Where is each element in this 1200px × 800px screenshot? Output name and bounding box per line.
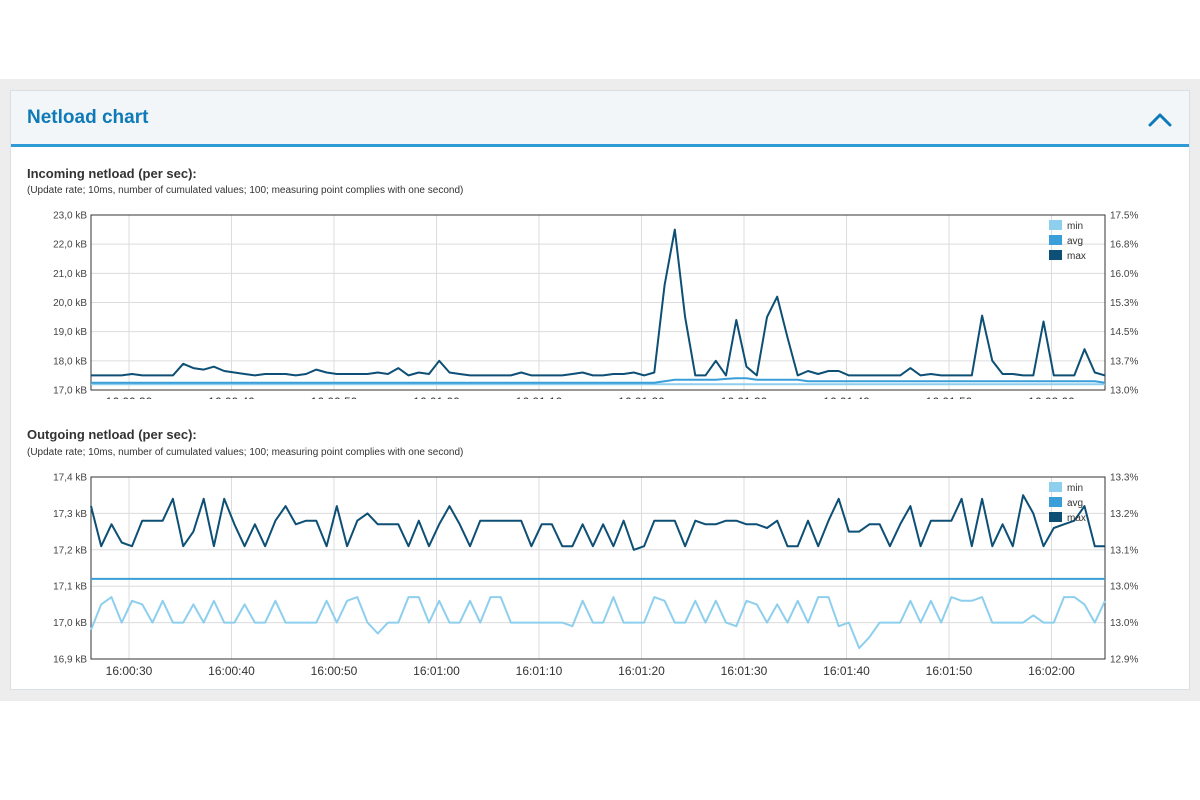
outgoing-series-max	[90, 494, 1105, 551]
incoming-x-tick: 16:02:00	[1028, 395, 1075, 399]
outgoing-y2-tick: 13.0%	[1110, 618, 1138, 629]
outgoing-y-tick: 17,0 kB	[53, 618, 87, 629]
outgoing-legend-swatch-min	[1049, 482, 1062, 492]
incoming-x-tick: 16:01:20	[618, 395, 665, 399]
outgoing-legend-label-avg: avg	[1067, 498, 1083, 509]
incoming-y-tick: 21,0 kB	[53, 269, 87, 280]
outgoing-x-tick: 16:01:00	[413, 664, 460, 678]
outgoing-x-tick: 16:00:50	[311, 664, 358, 678]
outgoing-y-tick: 17,1 kB	[53, 582, 87, 593]
outgoing-legend-swatch-avg	[1049, 497, 1062, 507]
incoming-legend-swatch-avg	[1049, 235, 1062, 245]
outgoing-y2-tick: 13.2%	[1110, 509, 1138, 520]
incoming-legend-label-avg: avg	[1067, 236, 1083, 247]
incoming-legend-swatch-max	[1049, 250, 1062, 260]
outgoing-x-tick: 16:02:00	[1028, 664, 1075, 678]
outgoing-x-tick: 16:01:40	[823, 664, 870, 678]
outgoing-x-tick: 16:01:10	[516, 664, 563, 678]
outgoing-frame	[90, 476, 1106, 660]
panel-header: Netload chart	[11, 91, 1189, 147]
outgoing-y2-tick: 12.9%	[1110, 655, 1138, 666]
incoming-chart: 17,0 kB 13.0% 18,0 kB 13.7% 19,0 kB 14.5% 20,0…	[53, 211, 1138, 400]
collapse-button[interactable]	[1145, 107, 1175, 133]
incoming-x-tick: 16:00:30	[106, 395, 153, 399]
outgoing-y2-tick: 13.1%	[1110, 545, 1138, 556]
incoming-x-tick: 16:01:10	[516, 395, 563, 399]
incoming-y2-tick: 17.5%	[1110, 211, 1138, 222]
outgoing-y-tick: 17,3 kB	[53, 509, 87, 520]
outgoing-y2-tick: 13.0%	[1110, 582, 1138, 593]
incoming-y2-tick: 14.5%	[1110, 327, 1138, 338]
incoming-y-tick: 18,0 kB	[53, 356, 87, 367]
outgoing-y2-tick: 13.3%	[1110, 473, 1138, 484]
chevron-up-icon	[1148, 113, 1172, 127]
incoming-series-avg	[91, 377, 1106, 384]
incoming-legend-label-min: min	[1067, 221, 1083, 232]
incoming-title: Incoming netload (per sec):	[27, 166, 197, 181]
incoming-y2-tick: 16.8%	[1110, 240, 1138, 251]
incoming-x-tick: 16:01:00	[413, 395, 460, 399]
incoming-x-tick: 16:00:40	[208, 395, 255, 399]
incoming-x-tick: 16:00:50	[311, 395, 358, 399]
outgoing-title: Outgoing netload (per sec):	[27, 427, 197, 442]
incoming-y-tick: 19,0 kB	[53, 327, 87, 338]
outgoing-y-tick: 16,9 kB	[53, 655, 87, 666]
incoming-legend-label-max: max	[1067, 251, 1086, 262]
outgoing-subtitle: (Update rate; 10ms, number of cumulated …	[27, 447, 464, 458]
incoming-y2-tick: 13.7%	[1110, 356, 1138, 367]
incoming-y-tick: 17,0 kB	[53, 386, 87, 397]
incoming-y2-tick: 15.3%	[1110, 298, 1138, 309]
outgoing-x-tick: 16:01:30	[721, 664, 768, 678]
outgoing-series-min	[90, 596, 1106, 650]
incoming-y-tick: 22,0 kB	[53, 240, 87, 251]
incoming-y-tick: 23,0 kB	[53, 211, 87, 222]
incoming-x-tick: 16:01:50	[926, 395, 973, 399]
incoming-series-max	[91, 228, 1106, 377]
outgoing-x-tick: 16:01:50	[926, 664, 973, 678]
outgoing-legend-swatch-max	[1049, 512, 1062, 522]
outgoing-x-tick: 16:00:30	[106, 664, 153, 678]
panel-title: Netload chart	[27, 107, 149, 128]
incoming-y2-tick: 13.0%	[1110, 386, 1138, 397]
incoming-x-tick: 16:01:40	[823, 395, 870, 399]
incoming-y-tick: 20,0 kB	[53, 298, 87, 309]
incoming-legend-swatch-min	[1049, 220, 1062, 230]
outgoing-y-tick: 17,4 kB	[53, 473, 87, 484]
netload-panel: Netload chart Incoming netload (per sec)…	[10, 90, 1190, 690]
incoming-x-tick: 16:01:30	[721, 395, 768, 399]
incoming-y2-tick: 16.0%	[1110, 269, 1138, 280]
outgoing-plot-area	[91, 477, 1105, 659]
outgoing-y-tick: 17,2 kB	[53, 545, 87, 556]
outgoing-x-tick: 16:01:20	[618, 664, 665, 678]
outgoing-x-tick: 16:00:40	[208, 664, 255, 678]
outgoing-legend-label-max: max	[1067, 513, 1086, 524]
incoming-subtitle: (Update rate; 10ms, number of cumulated …	[27, 185, 464, 196]
outgoing-legend-label-min: min	[1067, 483, 1083, 494]
incoming-frame	[90, 214, 1106, 391]
outgoing-chart: 16,9 kB 12.9% 17,0 kB 13.0% 17,1 kB 13.0% 17,2…	[53, 473, 1138, 679]
